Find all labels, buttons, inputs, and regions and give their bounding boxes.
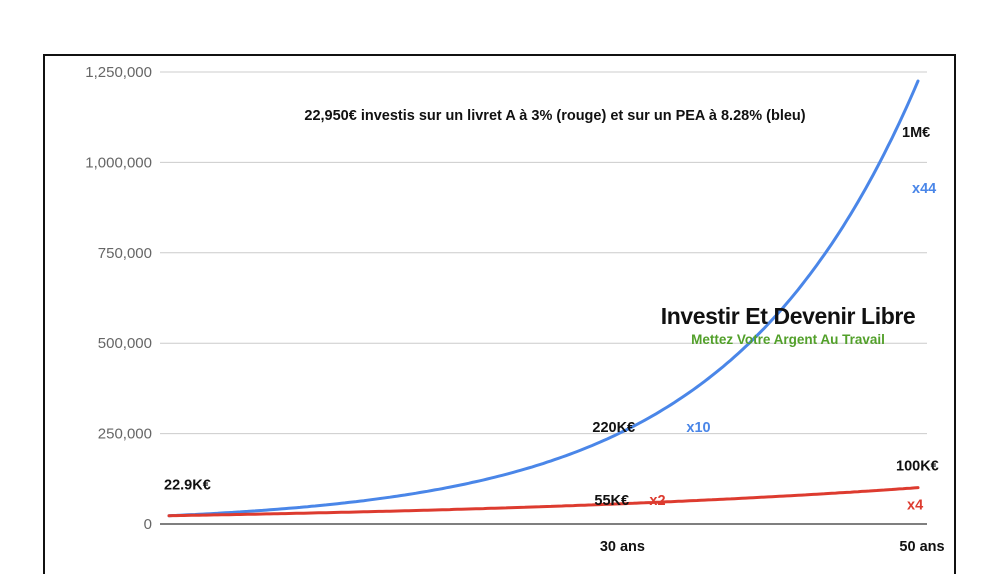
x-axis-ticks: 30 ans 50 ans (600, 539, 945, 555)
y-tick-label: 1,250,000 (85, 64, 152, 81)
series-line-livret (167, 486, 920, 518)
y-tick-label: 250,000 (98, 426, 152, 443)
series-line-pea (167, 79, 920, 518)
annotation-blue50: 1M€ (902, 125, 930, 141)
annotation-blue50mult: x44 (912, 181, 936, 197)
x-tick-label: 50 ans (899, 539, 944, 555)
data-annotations: 22.9K€ 220K€ x10 1M€ x44 55K€ x2 100K€ x4 (164, 125, 939, 514)
y-tick-label: 500,000 (98, 335, 152, 352)
x-tick-label: 30 ans (600, 539, 645, 555)
y-axis-ticks: 0 250,000 500,000 750,000 1,000,000 1,250,000 (85, 64, 152, 533)
gridlines (160, 71, 927, 525)
chart-title: 22,950€ investis sur un livret A à 3% (r… (304, 108, 805, 124)
watermark-logo: Investir Et Devenir Libre Mettez Votre A… (661, 303, 916, 347)
watermark-subtitle: Mettez Votre Argent Au Travail (691, 332, 885, 347)
annotation-blue30: 220K€ (592, 420, 635, 436)
y-tick-label: 0 (144, 516, 152, 533)
annotation-red50: 100K€ (896, 459, 939, 475)
annotation-red50mult: x4 (907, 498, 923, 514)
annotation-red30: 55K€ (594, 493, 629, 509)
watermark-title: Investir Et Devenir Libre (661, 303, 916, 329)
y-tick-label: 1,000,000 (85, 154, 152, 171)
annotation-blue30mult: x10 (686, 420, 710, 436)
y-tick-label: 750,000 (98, 245, 152, 262)
annotation-red30mult: x2 (649, 493, 665, 509)
chart-frame (43, 54, 956, 574)
series-lines (167, 79, 920, 518)
annotation-start: 22.9K€ (164, 478, 211, 494)
